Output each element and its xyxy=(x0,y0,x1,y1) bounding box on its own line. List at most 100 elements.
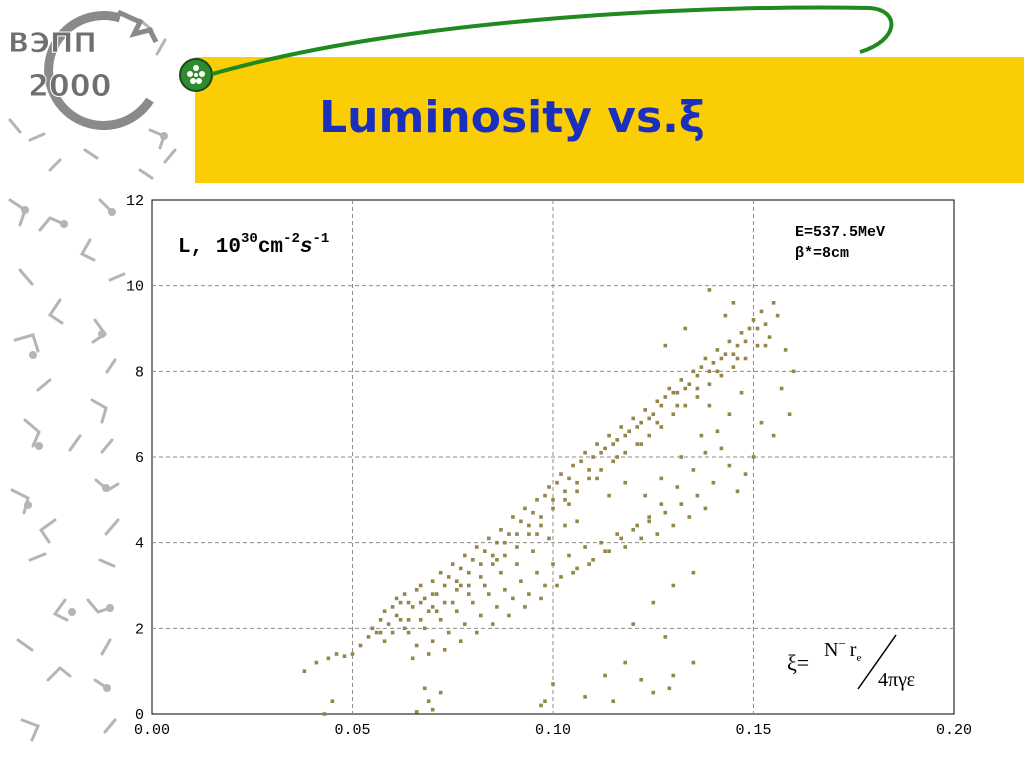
data-point xyxy=(787,412,792,416)
data-point xyxy=(615,438,619,442)
y-tick-label: 4 xyxy=(135,536,144,553)
data-point xyxy=(551,498,555,502)
x-tick-label: 0.15 xyxy=(735,722,771,739)
data-point xyxy=(671,673,676,678)
slide-title: Luminosity vs.ξ xyxy=(319,92,705,143)
data-point xyxy=(418,583,423,588)
y-tick-labels: 0 2 4 6 8 10 12 xyxy=(126,193,144,724)
logo-text-top: ВЭПП xyxy=(8,26,97,59)
data-point xyxy=(531,549,535,553)
formula-numerator: N− re xyxy=(824,636,861,664)
data-point xyxy=(759,309,764,314)
data-point xyxy=(783,348,788,352)
data-point xyxy=(467,592,471,596)
data-point xyxy=(515,562,519,566)
data-point xyxy=(663,395,668,399)
data-point xyxy=(414,643,419,648)
x-tick-label: 0.05 xyxy=(334,722,370,739)
data-point xyxy=(491,562,495,566)
data-point xyxy=(450,562,455,566)
data-point xyxy=(350,652,355,656)
data-point xyxy=(739,331,744,335)
data-point xyxy=(406,630,411,635)
data-point xyxy=(707,403,712,408)
data-point xyxy=(539,523,543,528)
y-tick-label: 6 xyxy=(135,450,144,467)
data-point xyxy=(394,596,399,601)
formula-denominator: 4πγε xyxy=(878,669,915,691)
data-point xyxy=(675,390,680,395)
data-point xyxy=(727,463,732,468)
data-point xyxy=(430,605,435,609)
data-point xyxy=(663,635,668,639)
data-point xyxy=(487,536,491,541)
data-point xyxy=(623,433,627,438)
data-point xyxy=(455,579,459,583)
data-point xyxy=(619,425,623,429)
data-point xyxy=(378,630,383,635)
data-point xyxy=(551,562,555,566)
y-tick-label: 10 xyxy=(126,279,144,296)
data-point xyxy=(735,356,740,361)
data-point xyxy=(446,575,451,579)
data-point xyxy=(543,493,547,498)
data-point xyxy=(647,416,651,421)
data-point xyxy=(567,553,571,558)
data-point xyxy=(603,446,607,451)
data-point xyxy=(759,420,764,425)
vepp-2000-logo: ВЭПП 2000 xyxy=(8,9,213,130)
data-point xyxy=(459,583,463,588)
data-point xyxy=(611,442,615,446)
data-point xyxy=(715,348,720,352)
data-point xyxy=(675,485,680,489)
data-point xyxy=(438,690,443,695)
data-point xyxy=(382,609,387,613)
formula-slash xyxy=(857,634,897,690)
data-point xyxy=(446,630,451,635)
data-point xyxy=(599,468,603,472)
x-tick-label: 0.00 xyxy=(134,722,170,739)
data-point xyxy=(414,588,419,592)
data-point xyxy=(631,416,635,421)
data-point xyxy=(402,592,407,596)
data-point xyxy=(491,553,495,558)
data-point xyxy=(615,455,619,459)
data-point xyxy=(342,654,347,658)
data-point xyxy=(587,476,591,481)
data-point xyxy=(599,450,603,455)
data-point xyxy=(651,690,656,695)
y-tick-label: 8 xyxy=(135,364,144,381)
data-point xyxy=(611,699,615,703)
data-point xyxy=(543,699,547,703)
data-point xyxy=(699,365,704,369)
data-point xyxy=(643,408,647,412)
data-point xyxy=(571,463,575,468)
data-point xyxy=(739,390,744,395)
data-point xyxy=(499,570,503,575)
logo-text-bottom: 2000 xyxy=(28,69,112,104)
data-point xyxy=(635,442,639,446)
data-point xyxy=(703,356,708,361)
data-point xyxy=(571,570,575,575)
data-point xyxy=(410,656,415,661)
data-point xyxy=(623,480,627,485)
data-point xyxy=(711,480,716,485)
data-point xyxy=(559,575,563,579)
data-point xyxy=(547,536,551,541)
data-point xyxy=(426,652,431,656)
data-point xyxy=(398,618,403,622)
data-point xyxy=(483,549,487,553)
data-point xyxy=(426,699,431,703)
data-point xyxy=(667,686,672,691)
x-tick-label: 0.10 xyxy=(535,722,571,739)
data-point xyxy=(603,673,607,678)
data-point xyxy=(719,446,724,451)
data-point xyxy=(639,677,643,682)
data-point xyxy=(479,575,483,579)
data-point xyxy=(595,476,599,481)
data-point xyxy=(406,618,411,622)
data-point xyxy=(487,592,491,596)
data-point xyxy=(683,386,688,391)
data-point xyxy=(663,343,668,348)
